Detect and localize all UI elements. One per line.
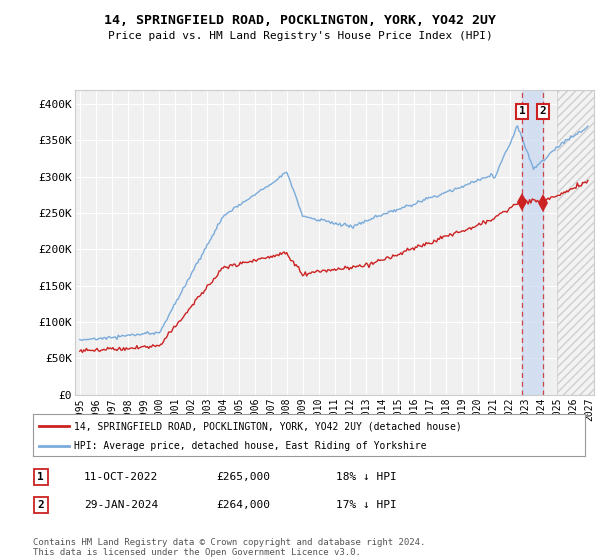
Text: 14, SPRINGFIELD ROAD, POCKLINGTON, YORK, YO42 2UY (detached house): 14, SPRINGFIELD ROAD, POCKLINGTON, YORK,…: [74, 421, 462, 431]
Text: 1: 1: [519, 106, 526, 116]
Text: 2: 2: [539, 106, 546, 116]
Bar: [557, 90, 597, 395]
Text: Contains HM Land Registry data © Crown copyright and database right 2024.
This d: Contains HM Land Registry data © Crown c…: [33, 538, 425, 557]
Text: 29-JAN-2024: 29-JAN-2024: [84, 500, 158, 510]
Text: 17% ↓ HPI: 17% ↓ HPI: [336, 500, 397, 510]
Text: 1: 1: [37, 472, 44, 482]
Bar: [557, 90, 597, 395]
Text: 11-OCT-2022: 11-OCT-2022: [84, 472, 158, 482]
Text: £264,000: £264,000: [216, 500, 270, 510]
Text: £265,000: £265,000: [216, 472, 270, 482]
Bar: [557, 90, 597, 395]
Text: Price paid vs. HM Land Registry's House Price Index (HPI): Price paid vs. HM Land Registry's House …: [107, 31, 493, 41]
Text: HPI: Average price, detached house, East Riding of Yorkshire: HPI: Average price, detached house, East…: [74, 441, 427, 451]
Text: 18% ↓ HPI: 18% ↓ HPI: [336, 472, 397, 482]
Text: 14, SPRINGFIELD ROAD, POCKLINGTON, YORK, YO42 2UY: 14, SPRINGFIELD ROAD, POCKLINGTON, YORK,…: [104, 14, 496, 27]
Text: 2: 2: [37, 500, 44, 510]
Bar: [522, 90, 543, 395]
